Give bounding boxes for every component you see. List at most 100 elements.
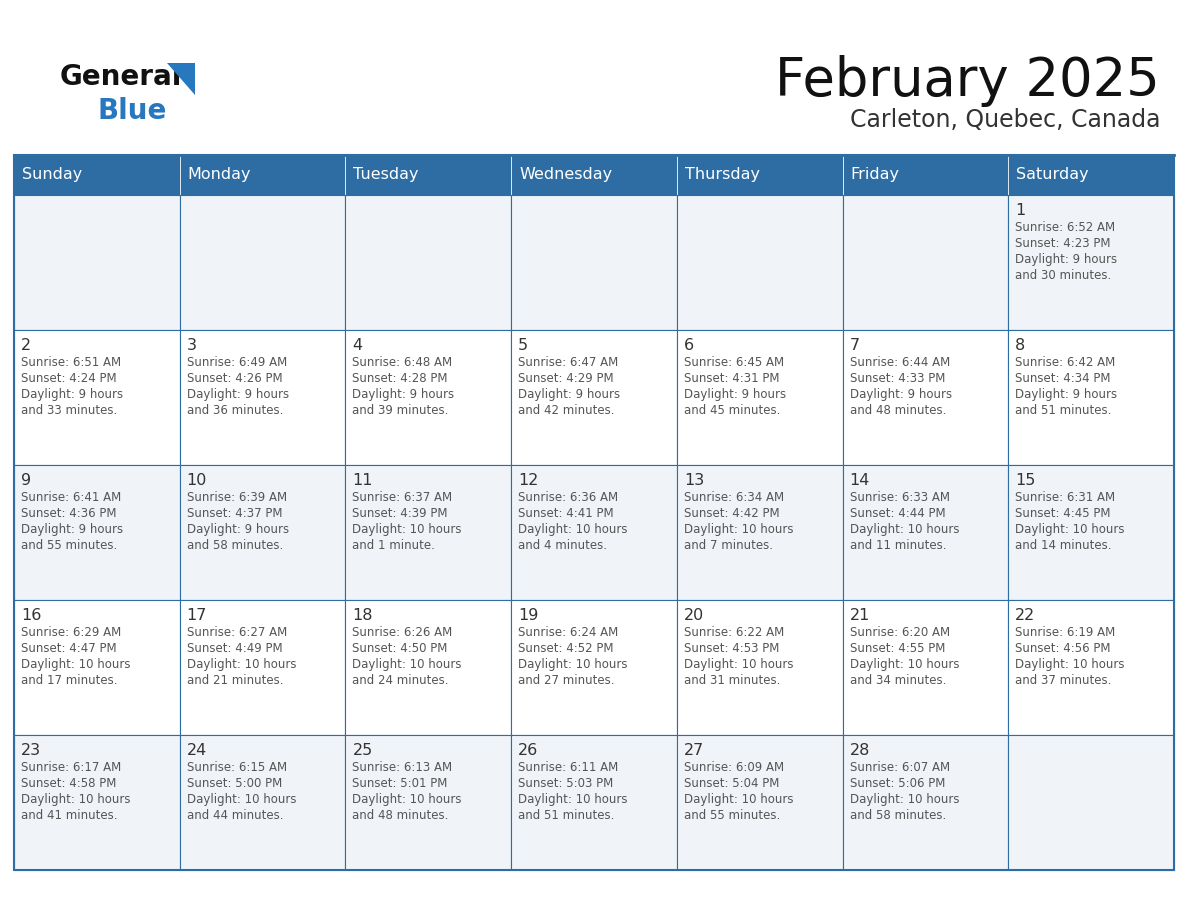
Text: and 41 minutes.: and 41 minutes. [21, 809, 118, 822]
Text: Sunset: 4:49 PM: Sunset: 4:49 PM [187, 642, 283, 655]
Text: Sunrise: 6:33 AM: Sunrise: 6:33 AM [849, 491, 949, 504]
Bar [677, 330, 842, 465]
Text: 19: 19 [518, 608, 538, 623]
Text: Daylight: 10 hours: Daylight: 10 hours [849, 658, 959, 671]
Text: Daylight: 9 hours: Daylight: 9 hours [849, 388, 952, 401]
Text: Sunset: 4:56 PM: Sunset: 4:56 PM [1016, 642, 1111, 655]
Text: Sunset: 4:55 PM: Sunset: 4:55 PM [849, 642, 944, 655]
Bar [346, 330, 511, 465]
Text: and 37 minutes.: and 37 minutes. [1016, 674, 1112, 687]
Bar [842, 155, 1009, 195]
Text: Sunrise: 6:20 AM: Sunrise: 6:20 AM [849, 626, 949, 639]
Text: 22: 22 [1016, 608, 1036, 623]
Text: 12: 12 [518, 473, 538, 488]
Text: Daylight: 10 hours: Daylight: 10 hours [518, 658, 627, 671]
Text: Sunset: 5:00 PM: Sunset: 5:00 PM [187, 777, 282, 790]
Text: Sunset: 4:50 PM: Sunset: 4:50 PM [353, 642, 448, 655]
Text: and 48 minutes.: and 48 minutes. [849, 404, 946, 417]
Text: Daylight: 9 hours: Daylight: 9 hours [684, 388, 786, 401]
Text: Tuesday: Tuesday [353, 167, 419, 183]
Text: and 36 minutes.: and 36 minutes. [187, 404, 283, 417]
Text: Sunset: 4:29 PM: Sunset: 4:29 PM [518, 372, 614, 385]
Text: 23: 23 [21, 743, 42, 758]
Bar [1009, 735, 1174, 870]
Text: 15: 15 [1016, 473, 1036, 488]
Bar [179, 600, 346, 735]
Bar [842, 735, 1009, 870]
Text: Sunset: 4:53 PM: Sunset: 4:53 PM [684, 642, 779, 655]
Text: 21: 21 [849, 608, 870, 623]
Bar [179, 155, 346, 195]
Text: Sunset: 4:39 PM: Sunset: 4:39 PM [353, 507, 448, 520]
Text: Sunset: 4:34 PM: Sunset: 4:34 PM [1016, 372, 1111, 385]
Bar [346, 155, 511, 195]
Text: Sunset: 4:23 PM: Sunset: 4:23 PM [1016, 237, 1111, 250]
Text: Daylight: 10 hours: Daylight: 10 hours [187, 658, 296, 671]
Bar [677, 155, 842, 195]
Text: Monday: Monday [188, 167, 251, 183]
Bar [511, 600, 677, 735]
Text: Daylight: 9 hours: Daylight: 9 hours [187, 388, 289, 401]
Text: and 39 minutes.: and 39 minutes. [353, 404, 449, 417]
Text: 4: 4 [353, 338, 362, 353]
Text: Sunrise: 6:51 AM: Sunrise: 6:51 AM [21, 356, 121, 369]
Text: 3: 3 [187, 338, 197, 353]
Text: Sunrise: 6:36 AM: Sunrise: 6:36 AM [518, 491, 618, 504]
Text: Sunrise: 6:15 AM: Sunrise: 6:15 AM [187, 761, 286, 774]
Bar [842, 330, 1009, 465]
Text: 27: 27 [684, 743, 704, 758]
Text: Carleton, Quebec, Canada: Carleton, Quebec, Canada [849, 108, 1159, 132]
Text: Sunrise: 6:45 AM: Sunrise: 6:45 AM [684, 356, 784, 369]
Text: Sunset: 5:04 PM: Sunset: 5:04 PM [684, 777, 779, 790]
Text: and 51 minutes.: and 51 minutes. [518, 809, 614, 822]
Text: Daylight: 9 hours: Daylight: 9 hours [518, 388, 620, 401]
Text: Sunrise: 6:09 AM: Sunrise: 6:09 AM [684, 761, 784, 774]
Text: Sunrise: 6:37 AM: Sunrise: 6:37 AM [353, 491, 453, 504]
Text: Daylight: 10 hours: Daylight: 10 hours [849, 793, 959, 806]
Bar [14, 735, 179, 870]
Bar [14, 195, 179, 330]
Text: Daylight: 10 hours: Daylight: 10 hours [518, 523, 627, 536]
Text: Daylight: 10 hours: Daylight: 10 hours [849, 523, 959, 536]
Bar [511, 195, 677, 330]
Text: Daylight: 10 hours: Daylight: 10 hours [518, 793, 627, 806]
Bar [511, 155, 677, 195]
Text: Sunset: 4:28 PM: Sunset: 4:28 PM [353, 372, 448, 385]
Text: Sunset: 4:58 PM: Sunset: 4:58 PM [21, 777, 116, 790]
Text: and 42 minutes.: and 42 minutes. [518, 404, 614, 417]
Text: Sunset: 4:36 PM: Sunset: 4:36 PM [21, 507, 116, 520]
Bar [511, 330, 677, 465]
Text: and 58 minutes.: and 58 minutes. [849, 809, 946, 822]
Bar [179, 330, 346, 465]
Text: Daylight: 9 hours: Daylight: 9 hours [353, 388, 455, 401]
Bar [511, 465, 677, 600]
Text: Sunrise: 6:47 AM: Sunrise: 6:47 AM [518, 356, 619, 369]
Text: and 55 minutes.: and 55 minutes. [684, 809, 781, 822]
Text: 18: 18 [353, 608, 373, 623]
Text: Sunrise: 6:39 AM: Sunrise: 6:39 AM [187, 491, 286, 504]
Text: and 34 minutes.: and 34 minutes. [849, 674, 946, 687]
Text: 17: 17 [187, 608, 207, 623]
Text: Sunrise: 6:26 AM: Sunrise: 6:26 AM [353, 626, 453, 639]
Bar [511, 735, 677, 870]
Text: Sunset: 4:33 PM: Sunset: 4:33 PM [849, 372, 944, 385]
Text: February 2025: February 2025 [776, 55, 1159, 107]
Text: Wednesday: Wednesday [519, 167, 612, 183]
Bar [677, 600, 842, 735]
Text: 24: 24 [187, 743, 207, 758]
Text: Daylight: 10 hours: Daylight: 10 hours [684, 658, 794, 671]
Text: Sunrise: 6:11 AM: Sunrise: 6:11 AM [518, 761, 619, 774]
Text: and 58 minutes.: and 58 minutes. [187, 539, 283, 552]
Text: Sunrise: 6:42 AM: Sunrise: 6:42 AM [1016, 356, 1116, 369]
Bar [14, 600, 179, 735]
Bar [346, 735, 511, 870]
Text: Sunset: 4:47 PM: Sunset: 4:47 PM [21, 642, 116, 655]
Text: 11: 11 [353, 473, 373, 488]
Text: Sunrise: 6:29 AM: Sunrise: 6:29 AM [21, 626, 121, 639]
Text: Daylight: 10 hours: Daylight: 10 hours [684, 523, 794, 536]
Text: Sunrise: 6:22 AM: Sunrise: 6:22 AM [684, 626, 784, 639]
Bar [842, 600, 1009, 735]
Text: Sunrise: 6:13 AM: Sunrise: 6:13 AM [353, 761, 453, 774]
Text: General: General [61, 63, 183, 91]
Text: and 44 minutes.: and 44 minutes. [187, 809, 283, 822]
